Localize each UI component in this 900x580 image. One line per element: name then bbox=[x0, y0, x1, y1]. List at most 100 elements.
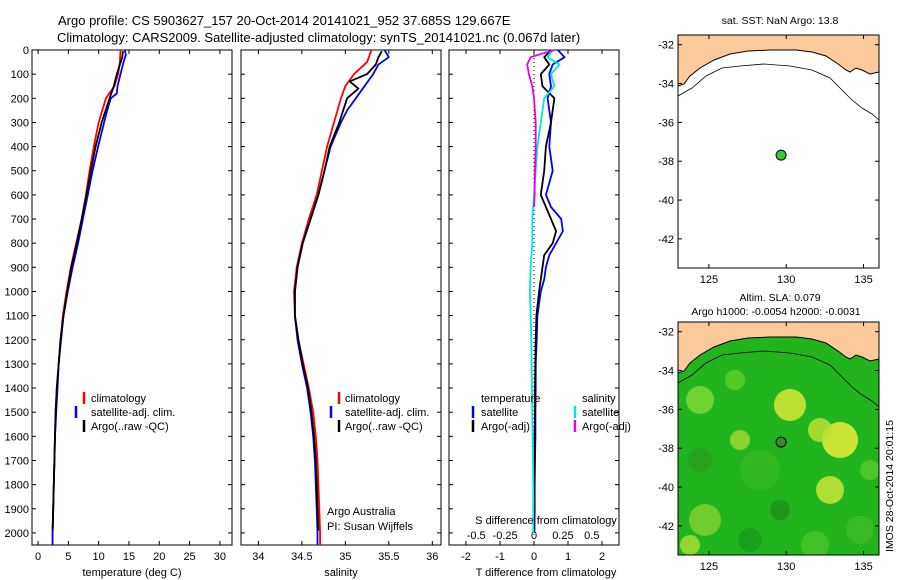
difference-plot: -2 -1 0 1 2 -0.5 -0.25 0 0.25 0.5 bbox=[461, 49, 605, 563]
legend-heading-temperature: temperature bbox=[481, 393, 540, 405]
map-x-tick-label: 135 bbox=[854, 561, 872, 573]
sla-cell bbox=[740, 450, 780, 490]
sla-map-title-line1: Altim. SLA: 0.079 bbox=[739, 292, 820, 304]
depth-tick-label: 700 bbox=[11, 214, 29, 226]
map-y-tick-label: -34 bbox=[658, 79, 674, 91]
x-tick-label: -1 bbox=[495, 551, 505, 563]
depth-tick-label: 1300 bbox=[5, 359, 29, 371]
legend-label-s-satellite: satellite bbox=[582, 407, 619, 419]
difference-legend-temperature: temperature satellite Argo(-adj) bbox=[471, 393, 540, 433]
depth-tick-label: 1400 bbox=[5, 383, 29, 395]
map-x-tick-label: 125 bbox=[700, 274, 718, 286]
depth-tick-label: 1000 bbox=[5, 286, 29, 298]
temperature-panel bbox=[31, 49, 233, 546]
depth-tick-label: 1800 bbox=[5, 480, 29, 492]
salinity-plot: 34 34.5 35 35.5 36 bbox=[252, 49, 438, 563]
figure-title-line2: Climatology: CARS2009. Satellite-adjuste… bbox=[57, 30, 580, 45]
depth-tick-label: 0 bbox=[23, 45, 29, 57]
map-x-tick-label: 130 bbox=[777, 561, 795, 573]
legend-label-t-argo: Argo(-adj) bbox=[481, 421, 530, 433]
x-tick-label: 0 bbox=[35, 551, 41, 563]
salinity-xlabel: salinity bbox=[324, 567, 358, 579]
s-tick-label: -0.25 bbox=[493, 530, 518, 542]
x-tick-label: 34.5 bbox=[291, 551, 312, 563]
sst-map-title: sat. SST: NaN Argo: 13.8 bbox=[722, 15, 839, 27]
sla-cell bbox=[738, 528, 762, 552]
depth-tick-label: 600 bbox=[11, 190, 29, 202]
legend-label-argo: Argo(..raw -QC) bbox=[91, 421, 169, 433]
map-x-tick-label: 130 bbox=[777, 274, 795, 286]
s-tick-label: -0.5 bbox=[467, 530, 486, 542]
series-line-s-argo bbox=[526, 49, 555, 208]
depth-tick-label: 1100 bbox=[5, 311, 29, 323]
depth-axis: 0 100 200 300 400 500 600 700 800 900 1000 1100 1200… bbox=[5, 45, 619, 540]
x-tick-label: 0 bbox=[531, 551, 537, 563]
sla-cell bbox=[846, 516, 874, 544]
x-tick-label: 20 bbox=[153, 551, 165, 563]
depth-tick-label: 900 bbox=[11, 262, 29, 274]
sst-map-frame bbox=[677, 34, 880, 269]
salinity-legend: climatology satellite-adj. clim. Argo(..… bbox=[329, 392, 429, 433]
map-y-tick-label: -32 bbox=[658, 327, 674, 339]
depth-tick-label: 200 bbox=[11, 93, 29, 105]
sla-cell bbox=[801, 531, 829, 555]
temperature-legend: climatology satellite-adj. clim. Argo(..… bbox=[74, 392, 175, 433]
legend-label-climatology: climatology bbox=[91, 393, 147, 405]
depth-tick-label: 1600 bbox=[5, 431, 29, 443]
x-tick-label: 36 bbox=[426, 551, 438, 563]
s-tick-label: 0.5 bbox=[584, 530, 599, 542]
sla-heatmap-field bbox=[680, 370, 879, 555]
legend-label-s-argo: Argo(-adj) bbox=[582, 421, 631, 433]
map-y-tick-label: -42 bbox=[658, 234, 674, 246]
depth-tick-label: 1900 bbox=[5, 504, 29, 516]
map-y-tick-label: -36 bbox=[658, 117, 674, 129]
sla-cell bbox=[686, 386, 714, 414]
legend-label-argo: Argo(..raw -QC) bbox=[345, 421, 423, 433]
sla-cell bbox=[730, 430, 750, 450]
map-y-tick-label: -42 bbox=[658, 521, 674, 533]
x-tick-label: 2 bbox=[599, 551, 605, 563]
difference-legend-salinity: salinity satellite Argo(-adj) bbox=[573, 393, 631, 433]
argo-float-marker bbox=[775, 436, 787, 448]
land-australia bbox=[678, 322, 879, 374]
x-tick-label: 15 bbox=[123, 551, 135, 563]
sla-map-title-line2: Argo h1000: -0.0054 h2000: -0.0031 bbox=[691, 306, 860, 318]
depth-tick-label: 400 bbox=[11, 142, 29, 154]
map-y-tick-label: -40 bbox=[658, 195, 674, 207]
sla-cell bbox=[860, 460, 879, 480]
map-x-tick-label: 125 bbox=[700, 561, 718, 573]
sla-cell bbox=[770, 500, 790, 520]
depth-tick-label: 1200 bbox=[5, 335, 29, 347]
legend-label-t-satellite: satellite bbox=[481, 407, 518, 419]
figure-title-line1: Argo profile: CS 5903627_157 20-Oct-2014… bbox=[58, 13, 511, 28]
s-tick-label: 0.25 bbox=[552, 530, 573, 542]
legend-label-climatology: climatology bbox=[345, 393, 401, 405]
argo-float-marker bbox=[775, 149, 787, 161]
depth-tick-label: 1500 bbox=[5, 407, 29, 419]
legend-label-satellite: satellite-adj. clim. bbox=[345, 407, 429, 419]
x-tick-label: 5 bbox=[65, 551, 71, 563]
temperature-xlabel: temperature (deg C) bbox=[82, 567, 181, 579]
series-line-t-argo bbox=[533, 49, 557, 531]
difference-xlabel: T difference from climatology bbox=[476, 567, 617, 579]
s-difference-label: S difference from climatology bbox=[475, 515, 617, 527]
x-tick-label: -2 bbox=[461, 551, 471, 563]
map-y-tick-label: -38 bbox=[658, 156, 674, 168]
sla-cell bbox=[816, 476, 844, 504]
x-tick-label: 1 bbox=[565, 551, 571, 563]
temperature-plot: 0 5 10 15 20 25 30 bbox=[35, 49, 226, 563]
depth-contour bbox=[678, 350, 879, 408]
x-tick-label: 35.5 bbox=[378, 551, 399, 563]
map-y-tick-label: -38 bbox=[658, 443, 674, 455]
imos-timestamp: IMOS 28-Oct-2014 20:01:15 bbox=[884, 420, 896, 552]
sla-cell bbox=[680, 535, 700, 555]
x-tick-label: 30 bbox=[214, 551, 226, 563]
x-tick-label: 10 bbox=[93, 551, 105, 563]
sla-map-axes: 125 130 135 -32 -34 -36 -38 -40 -42 bbox=[658, 322, 879, 573]
series-line-argo-raw-qc- bbox=[293, 50, 383, 531]
depth-tick-label: 500 bbox=[11, 166, 29, 178]
depth-tick-label: 800 bbox=[11, 238, 29, 250]
x-tick-label: 34 bbox=[252, 551, 264, 563]
sla-cell bbox=[808, 418, 832, 442]
